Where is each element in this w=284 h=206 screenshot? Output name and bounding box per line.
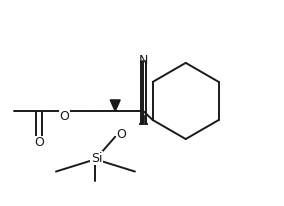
Text: Si: Si <box>91 152 103 165</box>
Polygon shape <box>110 100 120 111</box>
Text: O: O <box>116 128 126 141</box>
Text: N: N <box>139 54 148 67</box>
Text: O: O <box>34 136 44 149</box>
Text: O: O <box>59 110 69 123</box>
